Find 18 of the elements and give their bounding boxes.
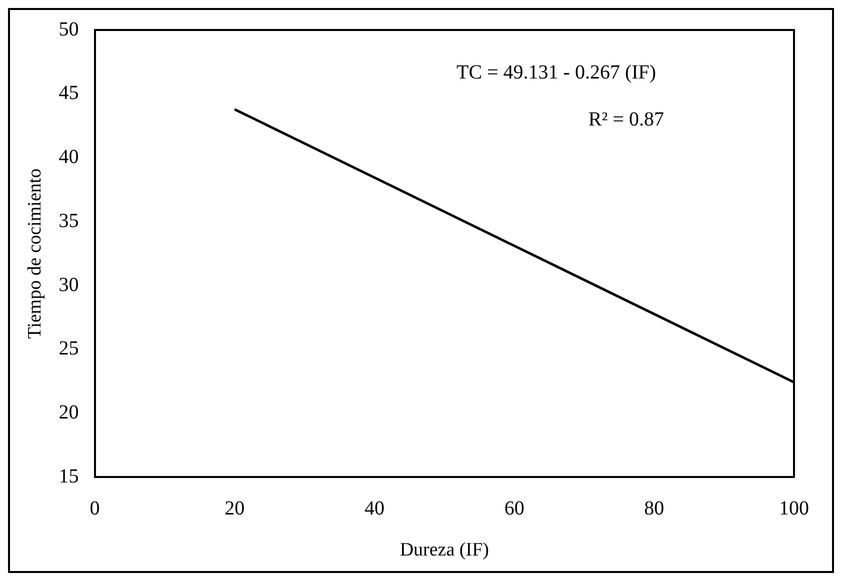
x-tick-label: 60 — [504, 497, 524, 520]
annotation: R² = 0.87 — [588, 108, 664, 130]
y-tick-label: 50 — [58, 18, 79, 40]
y-tick-label: 30 — [58, 274, 79, 296]
y-tick-label: 20 — [58, 402, 79, 424]
x-tick-label: 20 — [224, 497, 245, 520]
x-tick-label: 80 — [644, 497, 664, 520]
y-tick-label: 40 — [58, 146, 79, 168]
x-tick-label: 100 — [779, 497, 809, 520]
y-tick-label: 15 — [58, 465, 79, 488]
annotation: TC = 49.131 - 0.267 (IF) — [456, 61, 656, 84]
y-tick-label: 25 — [58, 338, 79, 360]
y-tick-label: 35 — [58, 210, 79, 232]
y-tick-label: 45 — [58, 82, 79, 104]
x-tick-label: 40 — [364, 497, 384, 520]
x-tick-label: 0 — [90, 497, 100, 520]
y-axis-title: Tiempo de cocimiento — [24, 168, 46, 339]
x-axis-title: Dureza (IF) — [400, 540, 489, 561]
